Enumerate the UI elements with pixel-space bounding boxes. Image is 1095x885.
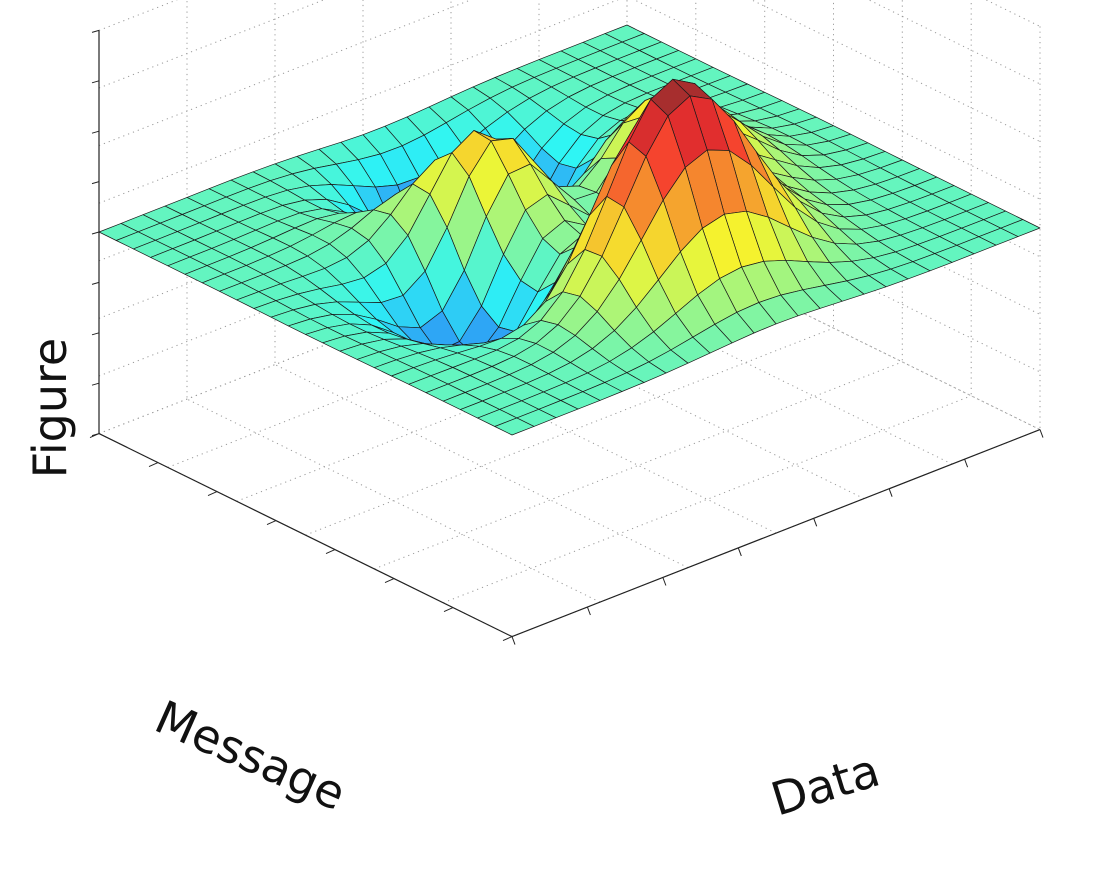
y-axis-tick bbox=[266, 520, 277, 526]
z-axis-tick bbox=[91, 382, 100, 386]
grid-line bbox=[236, 293, 765, 502]
grid-line bbox=[443, 395, 972, 604]
y-axis-tick bbox=[148, 462, 159, 468]
z-axis-tick bbox=[91, 332, 100, 336]
y-axis-tick bbox=[384, 578, 395, 584]
z-axis-tick bbox=[91, 231, 100, 235]
surface-patch bbox=[494, 417, 535, 436]
y-axis-tick bbox=[89, 433, 100, 439]
grid-line bbox=[98, 226, 628, 435]
y-axis-tick bbox=[443, 607, 454, 613]
x-axis-tick bbox=[586, 606, 591, 616]
x-axis-tick bbox=[813, 518, 818, 527]
y-axis-tick bbox=[207, 491, 218, 497]
z-axis-label: Figure bbox=[23, 338, 77, 478]
z-axis-tick bbox=[91, 29, 100, 33]
grid-line bbox=[98, 168, 628, 377]
x-axis-tick bbox=[737, 547, 742, 557]
z-axis-tick bbox=[91, 181, 100, 185]
y-axis-label: Message bbox=[147, 690, 353, 821]
y-axis-tick bbox=[325, 549, 336, 555]
surface-mesh bbox=[98, 24, 1041, 436]
x-axis-tick bbox=[662, 577, 667, 586]
z-axis-tick bbox=[91, 130, 100, 134]
grid-line bbox=[98, 110, 628, 319]
x-axis-tick bbox=[888, 488, 893, 497]
x-axis-label: Data bbox=[765, 743, 886, 827]
grid-line bbox=[374, 361, 903, 570]
x-axis-tick bbox=[511, 636, 516, 645]
y-axis-tick bbox=[502, 636, 513, 642]
x-axis-tick bbox=[964, 459, 969, 468]
grid-line bbox=[167, 259, 696, 468]
z-axis-tick bbox=[91, 281, 100, 285]
z-axis-tick bbox=[91, 80, 100, 84]
x-axis-tick bbox=[1039, 429, 1044, 438]
grid-line bbox=[305, 327, 834, 536]
x-axis-line bbox=[511, 429, 1041, 638]
y-axis-line bbox=[98, 433, 513, 638]
